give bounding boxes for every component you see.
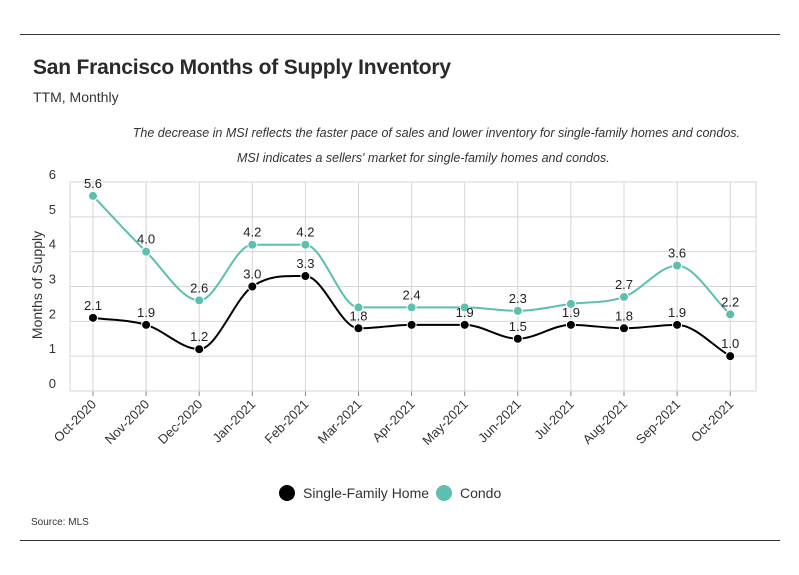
data-point (459, 319, 470, 330)
y-tick-label: 0 (49, 376, 56, 391)
x-tick-label: Oct-2021 (688, 397, 736, 445)
series-points (88, 190, 736, 362)
data-point (247, 281, 258, 292)
chart-note-1: The decrease in MSI reflects the faster … (132, 126, 740, 140)
data-point (725, 309, 736, 320)
plot-border (69, 181, 757, 392)
y-axis-ticks: 0 1 2 3 4 5 6 (49, 167, 56, 391)
data-label: 1.0 (721, 336, 739, 351)
source-note: Source: MLS (31, 517, 89, 528)
data-point (247, 239, 258, 250)
data-labels: 2.1 1.9 1.2 3.0 3.3 1.8 1.9 1.5 1.9 1.8 1.9 1.0 5.6 4… (84, 176, 739, 351)
chart-note-2: MSI indicates a sellers' market for sing… (237, 151, 610, 165)
data-label: 1.8 (349, 308, 367, 323)
x-tick-label: Oct-2020 (51, 397, 99, 445)
chart-subtitle: TTM, Monthly (33, 89, 119, 105)
x-tick-label: Apr-2021 (369, 397, 417, 445)
data-point (619, 291, 629, 302)
data-point (672, 319, 683, 330)
data-label: 3.3 (296, 256, 314, 271)
data-point (725, 351, 736, 362)
data-label: 2.7 (615, 277, 633, 292)
data-point (406, 302, 417, 313)
legend: Single-Family Home Condo (279, 485, 501, 501)
legend-entry: Single-Family Home (303, 485, 429, 501)
x-tick-label: Jun-2021 (475, 397, 524, 446)
data-label: 1.9 (137, 305, 155, 320)
data-point (672, 260, 683, 271)
data-label: 1.9 (456, 305, 474, 320)
data-point (194, 295, 205, 306)
data-point (353, 302, 364, 313)
data-label: 1.5 (509, 319, 527, 334)
data-point (141, 246, 152, 257)
x-tick-label: Dec-2020 (155, 397, 205, 447)
data-label: 2.1 (84, 298, 102, 313)
data-label: 4.2 (296, 225, 314, 240)
x-tick-label: Jan-2021 (209, 397, 258, 446)
legend-marker (279, 485, 295, 501)
x-tick-label: May-2021 (419, 397, 470, 448)
data-label: 5.6 (84, 176, 102, 191)
x-tick-label: Mar-2021 (315, 397, 365, 447)
data-label: 4.2 (243, 225, 261, 240)
x-tick-label: Nov-2020 (102, 397, 152, 447)
x-tick-label: Sep-2021 (633, 397, 683, 447)
x-tick-label: Feb-2021 (262, 397, 312, 447)
legend-marker (436, 485, 452, 501)
data-label: 3.0 (243, 267, 261, 282)
y-tick-label: 6 (49, 167, 56, 182)
chart-title: San Francisco Months of Supply Inventory (33, 56, 451, 79)
data-label: 4.0 (137, 232, 155, 247)
data-point (619, 323, 629, 334)
x-tick-label: Aug-2021 (580, 397, 630, 447)
data-point (88, 190, 98, 201)
data-point (565, 298, 576, 309)
data-point (512, 305, 523, 316)
data-label: 1.9 (562, 305, 580, 320)
top-rule (20, 34, 780, 35)
x-tick-label: Jul-2021 (531, 397, 577, 443)
data-label: 2.6 (190, 280, 208, 295)
data-point (141, 319, 152, 330)
data-label: 1.8 (615, 308, 633, 323)
data-label: 2.2 (721, 294, 739, 309)
y-tick-label: 1 (49, 341, 56, 356)
data-point (406, 319, 417, 330)
y-axis-label: Months of Supply (29, 231, 45, 339)
data-point (459, 302, 470, 313)
y-tick-label: 2 (49, 306, 56, 321)
x-axis-ticks: Oct-2020 Nov-2020 Dec-2020 Jan-2021 Feb-2021… (51, 397, 737, 448)
data-label: 3.6 (668, 246, 686, 261)
data-point (88, 312, 98, 323)
data-label: 1.2 (190, 329, 208, 344)
legend-entry: Condo (460, 485, 501, 501)
y-tick-label: 5 (49, 202, 56, 217)
data-point (512, 333, 523, 344)
data-point (300, 239, 311, 250)
data-label: 2.3 (509, 291, 527, 306)
data-label: 2.4 (403, 287, 421, 302)
data-point (300, 271, 311, 282)
bottom-rule (20, 540, 780, 541)
y-tick-label: 3 (49, 272, 56, 287)
data-point (353, 323, 364, 334)
data-label: 1.9 (668, 305, 686, 320)
y-tick-label: 4 (49, 237, 56, 252)
data-point (194, 344, 205, 355)
data-point (565, 319, 576, 330)
